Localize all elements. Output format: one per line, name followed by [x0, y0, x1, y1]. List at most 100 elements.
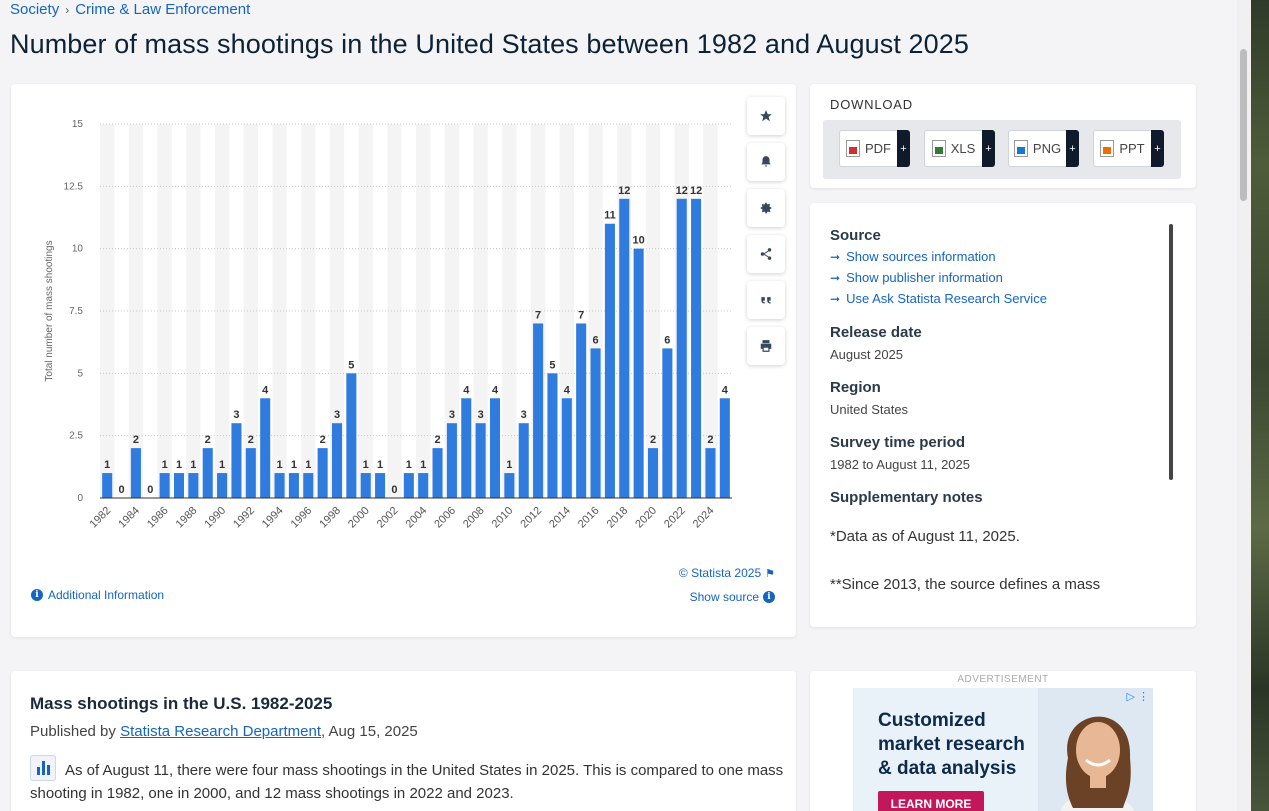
x-tick-label: 1992 — [231, 505, 257, 531]
x-tick-label: 2010 — [490, 505, 516, 531]
column-band — [473, 124, 488, 498]
ad-banner[interactable]: Customized market research & data analys… — [853, 688, 1153, 811]
data-label: 1 — [363, 459, 369, 471]
download-ppt-button[interactable]: PPT + — [1093, 130, 1164, 167]
favorite-star-button[interactable] — [747, 97, 785, 135]
ad-choices-icon[interactable]: ▷ ⋮ — [1126, 691, 1149, 703]
column-band — [128, 124, 144, 498]
download-ppt-label: PPT — [1119, 141, 1145, 156]
column-band — [214, 124, 230, 498]
y-axis-label: Total number of mass shootings — [44, 240, 55, 381]
ad-learn-more-button[interactable]: LEARN MORE — [878, 791, 984, 811]
additional-information-link[interactable]: i Additional Information — [31, 588, 164, 602]
share-button[interactable] — [747, 235, 785, 273]
statista-copyright[interactable]: © Statista 2025 ⚑ — [679, 566, 775, 580]
x-tick-label: 1982 — [88, 505, 114, 531]
bar — [303, 473, 314, 498]
bar — [432, 448, 443, 498]
print-button[interactable] — [747, 327, 785, 365]
download-png-button[interactable]: PNG + — [1008, 130, 1079, 167]
data-label: 3 — [334, 409, 340, 421]
breadcrumb-separator: › — [65, 2, 70, 17]
bar — [662, 348, 673, 498]
data-label: 1 — [219, 459, 225, 471]
page-scrollbar[interactable] — [1237, 0, 1251, 811]
data-label: 5 — [549, 359, 555, 371]
gear-icon — [760, 202, 772, 214]
data-label: 12 — [618, 185, 630, 197]
add-pdf-button[interactable]: + — [897, 130, 910, 167]
data-label: 2 — [434, 434, 440, 446]
data-label: 1 — [190, 459, 196, 471]
bar — [561, 398, 572, 498]
png-file-icon — [1013, 140, 1028, 157]
bar — [288, 473, 299, 498]
data-label: 11 — [604, 210, 616, 222]
details-scrollbar[interactable] — [1169, 224, 1173, 480]
pdf-file-icon — [846, 140, 860, 157]
show-source-link[interactable]: Show source i — [690, 590, 775, 604]
chart-card: 0 2.5 5 7.5 10 12.5 15 Total number of mass sho… — [11, 84, 796, 637]
share-icon — [760, 248, 772, 260]
article-byline: Published by Statista Research Departmen… — [30, 723, 418, 740]
download-pdf-button[interactable]: PDF + — [839, 130, 910, 167]
x-tick-label: 2014 — [547, 505, 573, 531]
source-heading: Source — [830, 227, 881, 244]
bar-chart-icon — [30, 755, 56, 781]
page-scrollbar-thumb[interactable] — [1240, 49, 1247, 201]
breadcrumb-society-link[interactable]: Society — [10, 1, 60, 18]
add-ppt-button[interactable]: + — [1151, 130, 1164, 167]
x-tick-label: 1986 — [145, 505, 171, 531]
data-label: 1 — [420, 459, 426, 471]
cite-button[interactable] — [747, 281, 785, 319]
y-tick-label: 2.5 — [69, 431, 83, 442]
data-label: 10 — [633, 235, 645, 247]
data-label: 2 — [707, 434, 713, 446]
bar — [375, 473, 386, 498]
column-band — [358, 124, 373, 498]
bar — [547, 373, 558, 498]
show-publisher-link[interactable]: ➞ Show publisher information — [830, 270, 1003, 285]
data-label: 0 — [391, 484, 397, 496]
add-xls-button[interactable]: + — [982, 130, 995, 167]
ad-card: ADVERTISEMENT Customized market research… — [810, 671, 1196, 811]
x-tick-label: 2020 — [633, 505, 659, 531]
supplementary-note-1: *Data as of August 11, 2025. — [830, 528, 1020, 545]
bar — [245, 448, 256, 498]
x-tick-label: 1984 — [116, 505, 142, 531]
bar — [274, 473, 285, 498]
bar — [317, 448, 328, 498]
data-label: 2 — [248, 434, 254, 446]
add-png-button[interactable]: + — [1066, 130, 1079, 167]
bar — [418, 473, 429, 498]
data-label: 3 — [233, 409, 239, 421]
bar — [130, 448, 141, 498]
data-label: 1 — [104, 459, 110, 471]
y-tick-label: 10 — [72, 244, 84, 255]
column-band — [157, 124, 172, 498]
bar — [446, 423, 457, 498]
y-tick-label: 7.5 — [69, 306, 83, 317]
publish-date: , Aug 15, 2025 — [321, 723, 418, 740]
bar — [188, 473, 199, 498]
region-heading: Region — [830, 379, 881, 396]
data-label: 1 — [406, 459, 412, 471]
xls-file-icon — [931, 140, 946, 157]
data-label: 4 — [492, 384, 499, 396]
bar — [504, 473, 515, 498]
download-xls-button[interactable]: XLS + — [924, 130, 995, 167]
data-label: 4 — [463, 384, 470, 396]
show-sources-link[interactable]: ➞ Show sources information — [830, 249, 996, 264]
notification-button[interactable] — [747, 143, 785, 181]
breadcrumb-crime-link[interactable]: Crime & Law Enforcement — [75, 1, 251, 18]
publisher-link[interactable]: Statista Research Department — [120, 723, 322, 740]
bar — [202, 448, 213, 498]
bar — [173, 473, 185, 498]
bar — [576, 323, 587, 498]
ask-statista-link[interactable]: ➞ Use Ask Statista Research Service — [830, 291, 1047, 306]
settings-button[interactable] — [747, 189, 785, 227]
bar — [475, 423, 486, 498]
background-photo — [1251, 0, 1269, 811]
info-icon: i — [31, 589, 43, 601]
bar — [619, 198, 630, 499]
